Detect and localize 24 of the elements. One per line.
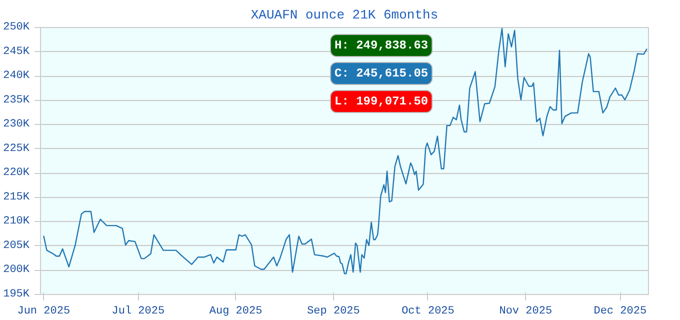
y-tick-label: 200K	[3, 264, 30, 276]
x-tick-label: Jul 2025	[112, 306, 165, 318]
y-tick-label: 205K	[3, 240, 30, 252]
y-tick-label: 230K	[3, 118, 30, 131]
x-tick-label: Oct 2025	[402, 306, 454, 318]
x-tick-label: Dec 2025	[594, 306, 647, 318]
y-tick-label: 250K	[3, 22, 30, 34]
annotation: L: 199,071.50	[334, 94, 428, 108]
y-tick-label: 240K	[3, 70, 30, 82]
x-tick-label: Sep 2025	[307, 306, 360, 318]
y-tick-label: 245K	[3, 46, 30, 58]
annotation: C: 245,615.05	[334, 66, 428, 80]
y-tick-label: 235K	[3, 94, 30, 106]
annotation: H: 249,838.63	[334, 38, 428, 52]
y-tick-label: 215K	[3, 191, 30, 204]
x-tick-label: Jun 2025	[17, 306, 70, 318]
x-tick-label: Nov 2025	[499, 306, 552, 318]
y-tick-label: 225K	[3, 142, 30, 155]
y-tick-label: 195K	[3, 288, 30, 300]
y-tick-label: 220K	[3, 167, 30, 180]
chart-title: XAUAFN ounce 21K 6months	[250, 8, 438, 22]
line-series	[43, 28, 648, 274]
x-tick-label: Aug 2025	[209, 306, 262, 318]
y-tick-label: 210K	[3, 216, 30, 228]
